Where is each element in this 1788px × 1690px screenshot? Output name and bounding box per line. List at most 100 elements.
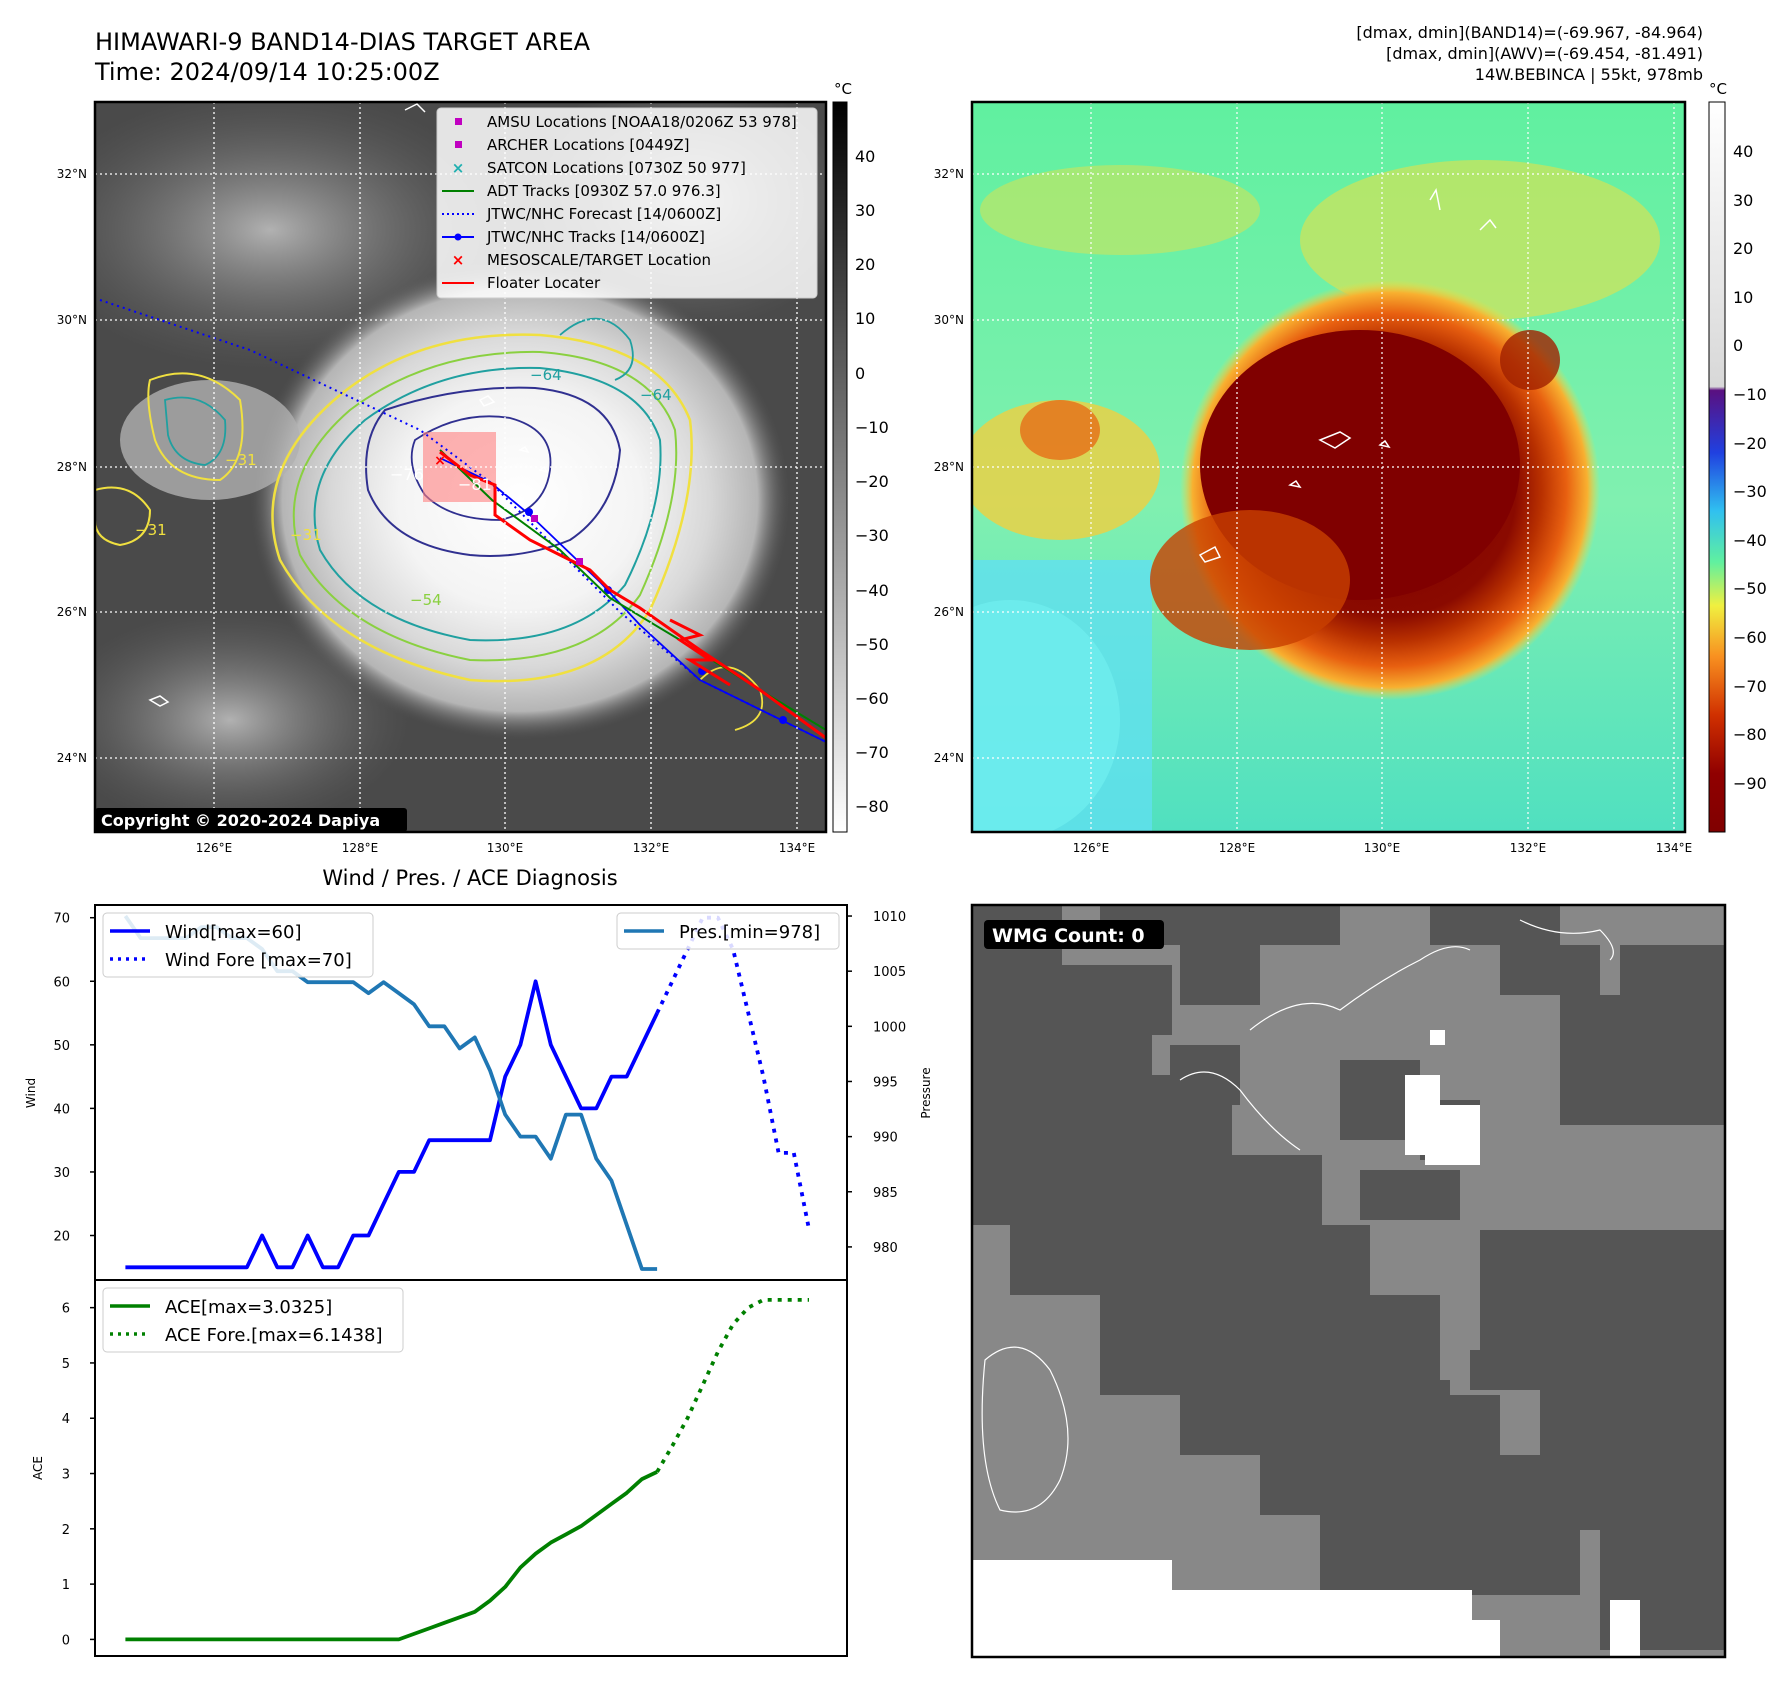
wind-tick-label: 20 [53, 1230, 70, 1245]
storm-info: 14W.BEBINCA | 55kt, 978mb [1475, 65, 1703, 84]
svg-text:×: × [434, 453, 446, 469]
legend-item: JTWC/NHC Tracks [14/0600Z] [486, 228, 705, 246]
wind-tick-label: 70 [53, 912, 70, 927]
legend-item: Floater Locater [487, 274, 601, 292]
svg-text:−40: −40 [855, 581, 889, 600]
ir-map: × −76 −81 −64 −54 −31 −31 −31 −64 [57, 80, 889, 855]
pressure-axis-label: Pressure [919, 1067, 933, 1118]
lon-label: 132°E [633, 841, 670, 855]
svg-text:20: 20 [855, 255, 875, 274]
copyright-badge: Copyright © 2020-2024 Dapiya [101, 811, 380, 830]
series-ace-fore-max- [655, 1298, 809, 1473]
figure-title: HIMAWARI-9 BAND14-DIAS TARGET AREA [95, 28, 591, 56]
lon-label: 132°E [1510, 841, 1547, 855]
wind-pressure-chart: 20 30 40 50 60 70 980 985 990 995 1000 1005 1010 Wi… [24, 904, 933, 1281]
ace-legend: ACE[max=3.0325] ACE Fore.[max=6.1438] [102, 1287, 404, 1353]
legend-item: ARCHER Locations [0449Z] [487, 136, 690, 154]
contour-label: −76 [390, 465, 424, 484]
lat-label: 30°N [57, 313, 87, 327]
lat-label: 28°N [57, 460, 87, 474]
svg-text:20: 20 [1733, 239, 1753, 258]
wind-tick-label: 40 [53, 1102, 70, 1117]
svg-text:−10: −10 [855, 418, 889, 437]
lat-label: 28°N [934, 460, 964, 474]
ace-axis-label: ACE [31, 1456, 45, 1480]
svg-text:−20: −20 [855, 472, 889, 491]
wind-tick-label: 50 [53, 1039, 70, 1054]
contour-label: −31 [225, 451, 257, 469]
lon-label: 130°E [1364, 841, 1401, 855]
lon-label: 134°E [779, 841, 816, 855]
lon-label: 126°E [196, 841, 233, 855]
ace-chart: 0 1 2 3 4 5 6 ACE ACE[max=3.0325] ACE Fore.[ma… [31, 1279, 848, 1657]
svg-text:−60: −60 [1733, 628, 1767, 647]
legend-item: SATCON Locations [0730Z 50 977] [487, 159, 746, 177]
ace-tick-label: 0 [62, 1633, 70, 1648]
ace-tick-label: 5 [62, 1357, 70, 1372]
svg-text:−30: −30 [1733, 482, 1767, 501]
wmg-map: WMG Count: 0 [970, 903, 1727, 1659]
svg-text:−80: −80 [855, 797, 889, 816]
svg-text:40: 40 [855, 147, 875, 166]
lat-label: 30°N [934, 313, 964, 327]
svg-text:−70: −70 [855, 743, 889, 762]
svg-text:0: 0 [1733, 336, 1743, 355]
svg-text:−70: −70 [1733, 677, 1767, 696]
svg-text:−50: −50 [1733, 579, 1767, 598]
pressure-tick-label: 1010 [873, 910, 906, 925]
svg-text:×: × [452, 251, 465, 269]
contour-label: −81 [458, 475, 492, 494]
svg-text:×: × [452, 159, 465, 177]
lon-label: 130°E [487, 841, 524, 855]
svg-text:−50: −50 [855, 635, 889, 654]
legend-item: ACE Fore.[max=6.1438] [165, 1325, 383, 1346]
svg-text:−80: −80 [1733, 725, 1767, 744]
awv-stats: [dmax, dmin](AWV)=(-69.454, -81.491) [1386, 44, 1703, 63]
lat-label: 24°N [934, 751, 964, 765]
awv-colorbar: °C 40 30 20 10 0 −10 −20 −30 −40 −50 −60… [1708, 80, 1767, 833]
pressure-tick-label: 1005 [873, 965, 906, 980]
legend-item: Wind Fore [max=70] [165, 950, 352, 971]
legend-item: AMSU Locations [NOAA18/0206Z 53 978] [487, 113, 797, 131]
ir-legend: AMSU Locations [NOAA18/0206Z 53 978] ARC… [436, 107, 818, 299]
legend-item: ADT Tracks [0930Z 57.0 976.3] [487, 182, 721, 200]
legend-item: JTWC/NHC Forecast [14/0600Z] [486, 205, 721, 223]
svg-text:°C: °C [1709, 80, 1727, 98]
band14-stats: [dmax, dmin](BAND14)=(-69.967, -84.964) [1356, 23, 1703, 42]
wind-tick-label: 60 [53, 975, 70, 990]
svg-text:−30: −30 [855, 526, 889, 545]
legend-item: ACE[max=3.0325] [165, 1297, 332, 1318]
ace-tick-label: 4 [62, 1412, 70, 1427]
awv-map: 32°N 30°N 28°N 26°N 24°N 126°E 128°E 130… [934, 80, 1767, 855]
lon-label: 128°E [1219, 841, 1256, 855]
pressure-tick-label: 980 [873, 1241, 898, 1256]
pressure-tick-label: 1000 [873, 1020, 906, 1035]
legend-item: MESOSCALE/TARGET Location [487, 251, 711, 269]
svg-text:40: 40 [1733, 142, 1753, 161]
svg-text:−10: −10 [1733, 385, 1767, 404]
contour-label: −54 [410, 591, 442, 609]
ir-colorbar: °C 40 30 20 10 0 −10 −20 −30 −40 −50 −60… [832, 80, 889, 833]
wmg-count-badge: WMG Count: 0 [992, 925, 1145, 947]
pressure-tick-label: 995 [873, 1075, 898, 1090]
svg-text:30: 30 [1733, 191, 1753, 210]
lat-label: 26°N [57, 605, 87, 619]
wind-tick-label: 30 [53, 1166, 70, 1181]
lat-label: 24°N [57, 751, 87, 765]
ace-tick-label: 1 [62, 1578, 70, 1593]
series-wind-max- [125, 979, 659, 1270]
contour-label: −64 [530, 366, 562, 384]
contour-label: −31 [290, 526, 322, 544]
lat-label: 32°N [934, 167, 964, 181]
pressure-tick-label: 990 [873, 1131, 898, 1146]
contour-label: −31 [135, 521, 167, 539]
chart-title: Wind / Pres. / ACE Diagnosis [322, 866, 617, 890]
svg-text:−40: −40 [1733, 531, 1767, 550]
svg-text:10: 10 [1733, 288, 1753, 307]
svg-text:30: 30 [855, 201, 875, 220]
lat-label: 32°N [57, 167, 87, 181]
contour-label: −64 [640, 386, 672, 404]
wind-axis-label: Wind [24, 1078, 38, 1108]
pressure-tick-label: 985 [873, 1186, 898, 1201]
